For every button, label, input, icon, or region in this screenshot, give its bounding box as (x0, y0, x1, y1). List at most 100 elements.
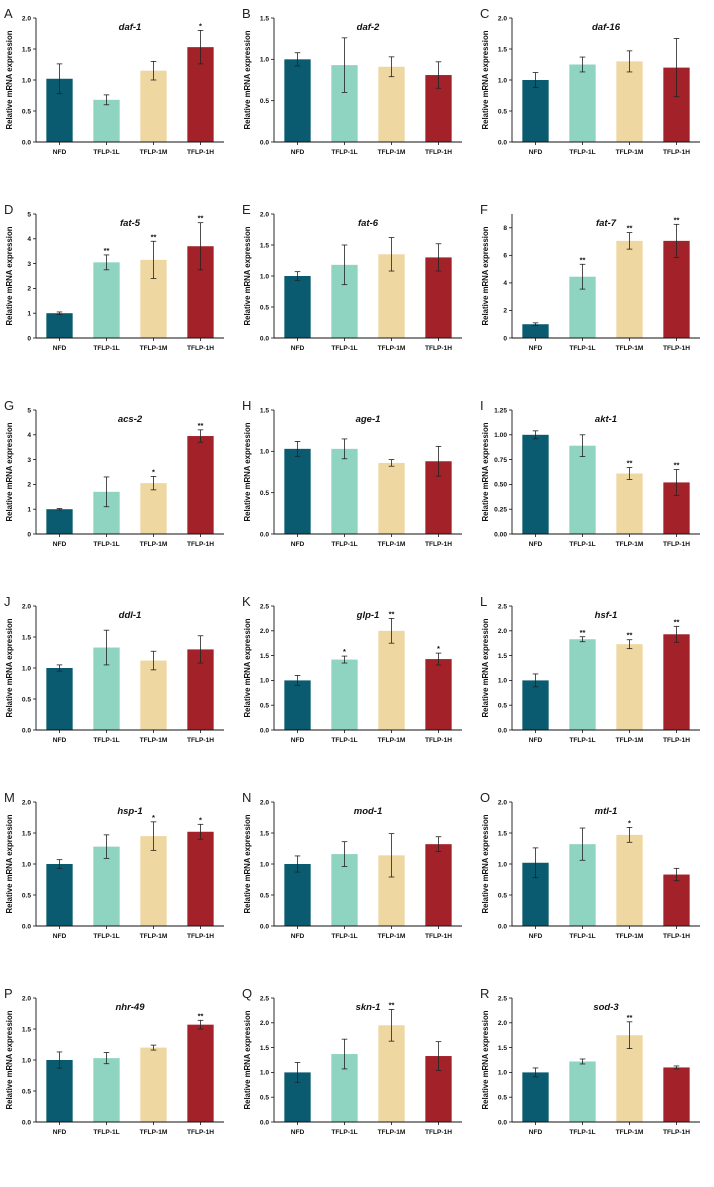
y-tick-label: 1.0 (22, 1057, 31, 1064)
x-tick-label: TFLP-1M (616, 1129, 644, 1136)
panel-letter: A (4, 6, 13, 21)
y-tick-label: 0.0 (498, 139, 507, 146)
significance-mark: ** (198, 421, 204, 430)
y-tick-label: 5 (27, 407, 31, 414)
gene-title: daf-1 (119, 22, 142, 33)
y-tick-label: 1.0 (22, 861, 31, 868)
x-tick-label: TFLP-1L (331, 1129, 357, 1136)
y-tick-label: 1.5 (22, 46, 31, 53)
gene-title: hsf-1 (595, 610, 618, 621)
panel-letter: Q (242, 986, 252, 1001)
y-tick-label: 2.0 (498, 799, 507, 806)
y-tick-label: 0.0 (22, 727, 31, 734)
y-tick-label: 1.0 (260, 57, 269, 64)
x-tick-label: TFLP-1M (140, 933, 168, 940)
x-tick-label: NFD (53, 1129, 67, 1136)
y-tick-label: 0.25 (494, 507, 507, 514)
y-tick-label: 5 (27, 211, 31, 218)
bar-TFLP-1M (140, 836, 167, 926)
x-tick-label: TFLP-1H (187, 345, 214, 352)
gene-title: fat-7 (596, 218, 617, 229)
y-tick-label: 8 (503, 225, 507, 232)
significance-mark: ** (627, 459, 633, 468)
y-tick-label: 0.0 (260, 1119, 269, 1126)
x-tick-label: TFLP-1M (616, 737, 644, 744)
x-tick-label: TFLP-1L (93, 737, 119, 744)
y-tick-label: 1.0 (260, 449, 269, 456)
x-tick-label: NFD (291, 933, 305, 940)
x-tick-label: TFLP-1L (331, 933, 357, 940)
y-tick-label: 0.5 (22, 1088, 31, 1095)
bar-TFLP-1L (569, 445, 596, 534)
gene-title: hsp-1 (117, 806, 142, 817)
y-tick-label: 0.5 (260, 703, 269, 710)
significance-mark: ** (389, 1000, 395, 1009)
significance-mark: ** (627, 631, 633, 640)
gene-title: skn-1 (356, 1002, 381, 1013)
y-axis-label: Relative mRNA expression (5, 30, 14, 129)
x-tick-label: TFLP-1H (425, 737, 452, 744)
y-tick-label: 2.0 (22, 603, 31, 610)
y-tick-label: 0.5 (260, 304, 269, 311)
y-tick-label: 0.0 (260, 139, 269, 146)
x-tick-label: TFLP-1M (616, 149, 644, 156)
panel-letter: D (4, 202, 13, 217)
y-tick-label: 4 (27, 236, 31, 243)
x-tick-label: TFLP-1H (425, 1129, 452, 1136)
x-tick-label: TFLP-1M (616, 541, 644, 548)
x-tick-label: TFLP-1H (663, 541, 690, 548)
panel-letter: J (4, 594, 11, 609)
y-tick-label: 2.0 (22, 995, 31, 1002)
y-tick-label: 1.5 (260, 242, 269, 249)
y-axis-label: Relative mRNA expression (481, 422, 490, 521)
panel-letter: C (480, 6, 489, 21)
bar-TFLP-1H (663, 1067, 690, 1122)
y-tick-label: 0.00 (494, 531, 507, 538)
gene-title: nhr-49 (115, 1002, 145, 1013)
y-tick-label: 0.0 (22, 139, 31, 146)
x-tick-label: NFD (291, 1129, 305, 1136)
bar-TFLP-1L (331, 659, 358, 730)
x-tick-label: TFLP-1L (331, 737, 357, 744)
x-tick-label: TFLP-1M (616, 933, 644, 940)
bar-TFLP-1M (616, 834, 643, 926)
gene-title: akt-1 (595, 414, 617, 425)
bar-NFD (46, 668, 73, 730)
y-tick-label: 2 (27, 482, 31, 489)
panel-letter: M (4, 790, 15, 805)
x-tick-label: TFLP-1M (378, 1129, 406, 1136)
significance-mark: ** (580, 255, 586, 264)
x-tick-label: NFD (529, 345, 543, 352)
y-tick-label: 1.5 (260, 1045, 269, 1052)
y-tick-label: 0 (503, 335, 507, 342)
y-tick-label: 0.0 (22, 1119, 31, 1126)
bar-NFD (522, 1072, 549, 1122)
x-tick-label: TFLP-1L (569, 149, 595, 156)
significance-mark: * (152, 813, 155, 822)
y-tick-label: 2.0 (260, 1020, 269, 1027)
y-axis-label: Relative mRNA expression (481, 814, 490, 913)
y-tick-label: 2 (27, 286, 31, 293)
y-tick-label: 0.5 (260, 98, 269, 105)
y-axis-label: Relative mRNA expression (243, 814, 252, 913)
y-tick-label: 0.5 (498, 108, 507, 115)
bar-NFD (284, 680, 311, 730)
bar-NFD (284, 864, 311, 926)
x-tick-label: TFLP-1L (569, 345, 595, 352)
y-tick-label: 1.0 (498, 678, 507, 685)
x-tick-label: NFD (53, 149, 67, 156)
